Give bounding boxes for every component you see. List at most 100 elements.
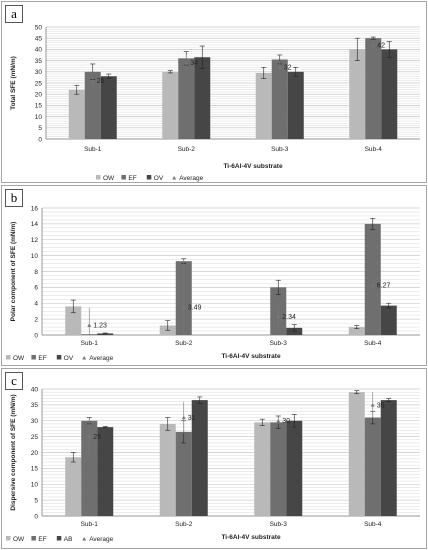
y-tick-label: 4 — [34, 301, 38, 308]
average-data-label: 2.34 — [282, 314, 296, 321]
bar-ow — [65, 306, 82, 335]
bar-ov — [286, 327, 303, 335]
y-tick-label: 12 — [31, 237, 39, 244]
bar-ow — [68, 89, 85, 139]
average-marker — [87, 434, 92, 439]
average-marker — [87, 323, 92, 327]
legend-swatch-ab — [56, 536, 62, 541]
average-marker — [181, 415, 186, 420]
bar-ow — [349, 49, 366, 139]
bar-ov — [287, 71, 304, 139]
average-marker — [370, 403, 375, 407]
average-data-label: 42 — [377, 42, 385, 49]
bar-ef — [81, 420, 98, 516]
category-label: Sub-4 — [364, 340, 382, 347]
legend-label: Average — [179, 175, 203, 182]
average-data-label: 30 — [282, 418, 290, 425]
legend-swatch-ow — [6, 536, 11, 541]
average-data-label: 26 — [97, 78, 105, 85]
legend-swatch-ef — [121, 175, 126, 180]
bar-ow — [162, 71, 179, 139]
bar-ef — [365, 38, 382, 140]
panel-label: c — [5, 372, 23, 390]
average-marker — [371, 43, 376, 47]
chart-panel-c: c 0 5 10 15 20 25 30 35 40 Dispersive component o… — [1, 368, 427, 549]
average-data-label: 25 — [93, 434, 101, 441]
y-tick-label: 10 — [31, 482, 39, 489]
average-data-label: 34 — [190, 60, 198, 67]
category-label: Sub-1 — [81, 521, 99, 528]
y-axis-title: Polar component of SFE (mN/m) — [10, 222, 17, 322]
legend-swatch-average — [172, 176, 177, 180]
y-tick-label: 14 — [31, 221, 39, 228]
y-tick-label: 10 — [31, 253, 39, 260]
y-tick-label: 45 — [35, 36, 43, 43]
y-tick-label: 0 — [34, 332, 38, 339]
average-marker — [277, 65, 282, 69]
bar-ow — [254, 422, 271, 516]
panel-label: a — [5, 5, 23, 23]
average-data-label: 35 — [377, 402, 385, 409]
average-data-label: 1.23 — [93, 323, 107, 330]
bar-ow — [65, 457, 82, 516]
x-axis-title: Ti-6Al-4V substrate — [221, 353, 281, 360]
bar-ov — [194, 57, 211, 139]
y-tick-label: 0 — [38, 136, 42, 143]
chart-b-svg: 0 2 4 6 8 10 12 14 16 Polar component of SFE (mN/… — [6, 205, 420, 362]
y-tick-label: 0 — [34, 513, 38, 520]
category-label: Sub-3 — [270, 340, 288, 347]
legend-swatch-ow — [6, 355, 11, 360]
y-tick-label: 40 — [31, 386, 39, 393]
legend-swatch-ow — [96, 175, 101, 180]
legend-label: Average — [89, 355, 113, 362]
y-tick-label: 20 — [31, 450, 39, 457]
legend-swatch-ef — [31, 355, 36, 360]
average-marker — [276, 418, 281, 423]
bar-ow — [348, 327, 365, 335]
y-tick-label: 25 — [35, 80, 43, 87]
y-tick-label: 6 — [34, 285, 38, 292]
bar-ab — [286, 420, 303, 516]
legend-label: Average — [89, 536, 113, 543]
bar-ab — [191, 400, 208, 516]
y-tick-label: 15 — [31, 466, 39, 473]
legend-label: EF — [128, 175, 136, 182]
y-tick-label: 5 — [34, 497, 38, 504]
chart-c-svg: 0 5 10 15 20 25 30 35 40 Dispersive component of … — [6, 386, 420, 543]
bar-ef — [364, 417, 381, 516]
y-tick-label: 8 — [34, 269, 38, 276]
average-marker — [184, 61, 189, 65]
y-tick-label: 5 — [38, 125, 42, 132]
bar-ow — [348, 392, 365, 516]
bar-ef — [271, 59, 288, 140]
y-tick-label: 16 — [31, 205, 39, 212]
legend-label: OW — [13, 536, 25, 543]
bar-ef — [178, 58, 195, 139]
average-marker — [181, 305, 186, 309]
y-tick-label: 35 — [35, 58, 43, 65]
category-label: Sub-1 — [81, 340, 99, 347]
legend-swatch-ov — [56, 355, 62, 360]
legend-label: OV — [64, 355, 74, 362]
y-axis-title: Total SFE (mN/m) — [10, 56, 17, 110]
y-tick-label: 50 — [35, 24, 43, 31]
y-tick-label: 30 — [31, 418, 39, 425]
y-tick-label: 15 — [35, 103, 43, 110]
bar-ov — [380, 305, 397, 335]
category-label: Sub-3 — [270, 521, 288, 528]
bar-ef — [84, 71, 101, 139]
chart-panel-a: a 0 5 10 15 20 25 30 35 40 45 50 Total SFE (mN/m) 26… — [1, 1, 427, 183]
bar-ov — [97, 333, 114, 335]
bar-ow — [159, 423, 176, 516]
chart-panel-b: b 0 2 4 6 8 10 12 14 16 Polar component of SFE (m… — [1, 185, 427, 366]
x-axis-title: Ti-6Al-4V substrate — [221, 534, 281, 541]
average-data-label: 6.27 — [377, 283, 391, 290]
y-tick-label: 30 — [35, 69, 43, 76]
legend-label: OW — [103, 175, 115, 182]
legend-swatch-ov — [146, 175, 152, 180]
x-axis-title: Ti-6Al-4V substrate — [223, 163, 283, 170]
average-data-label: 32 — [284, 65, 292, 72]
legend-label: OV — [154, 175, 164, 182]
category-label: Sub-1 — [84, 146, 102, 153]
bar-ab — [380, 400, 397, 516]
